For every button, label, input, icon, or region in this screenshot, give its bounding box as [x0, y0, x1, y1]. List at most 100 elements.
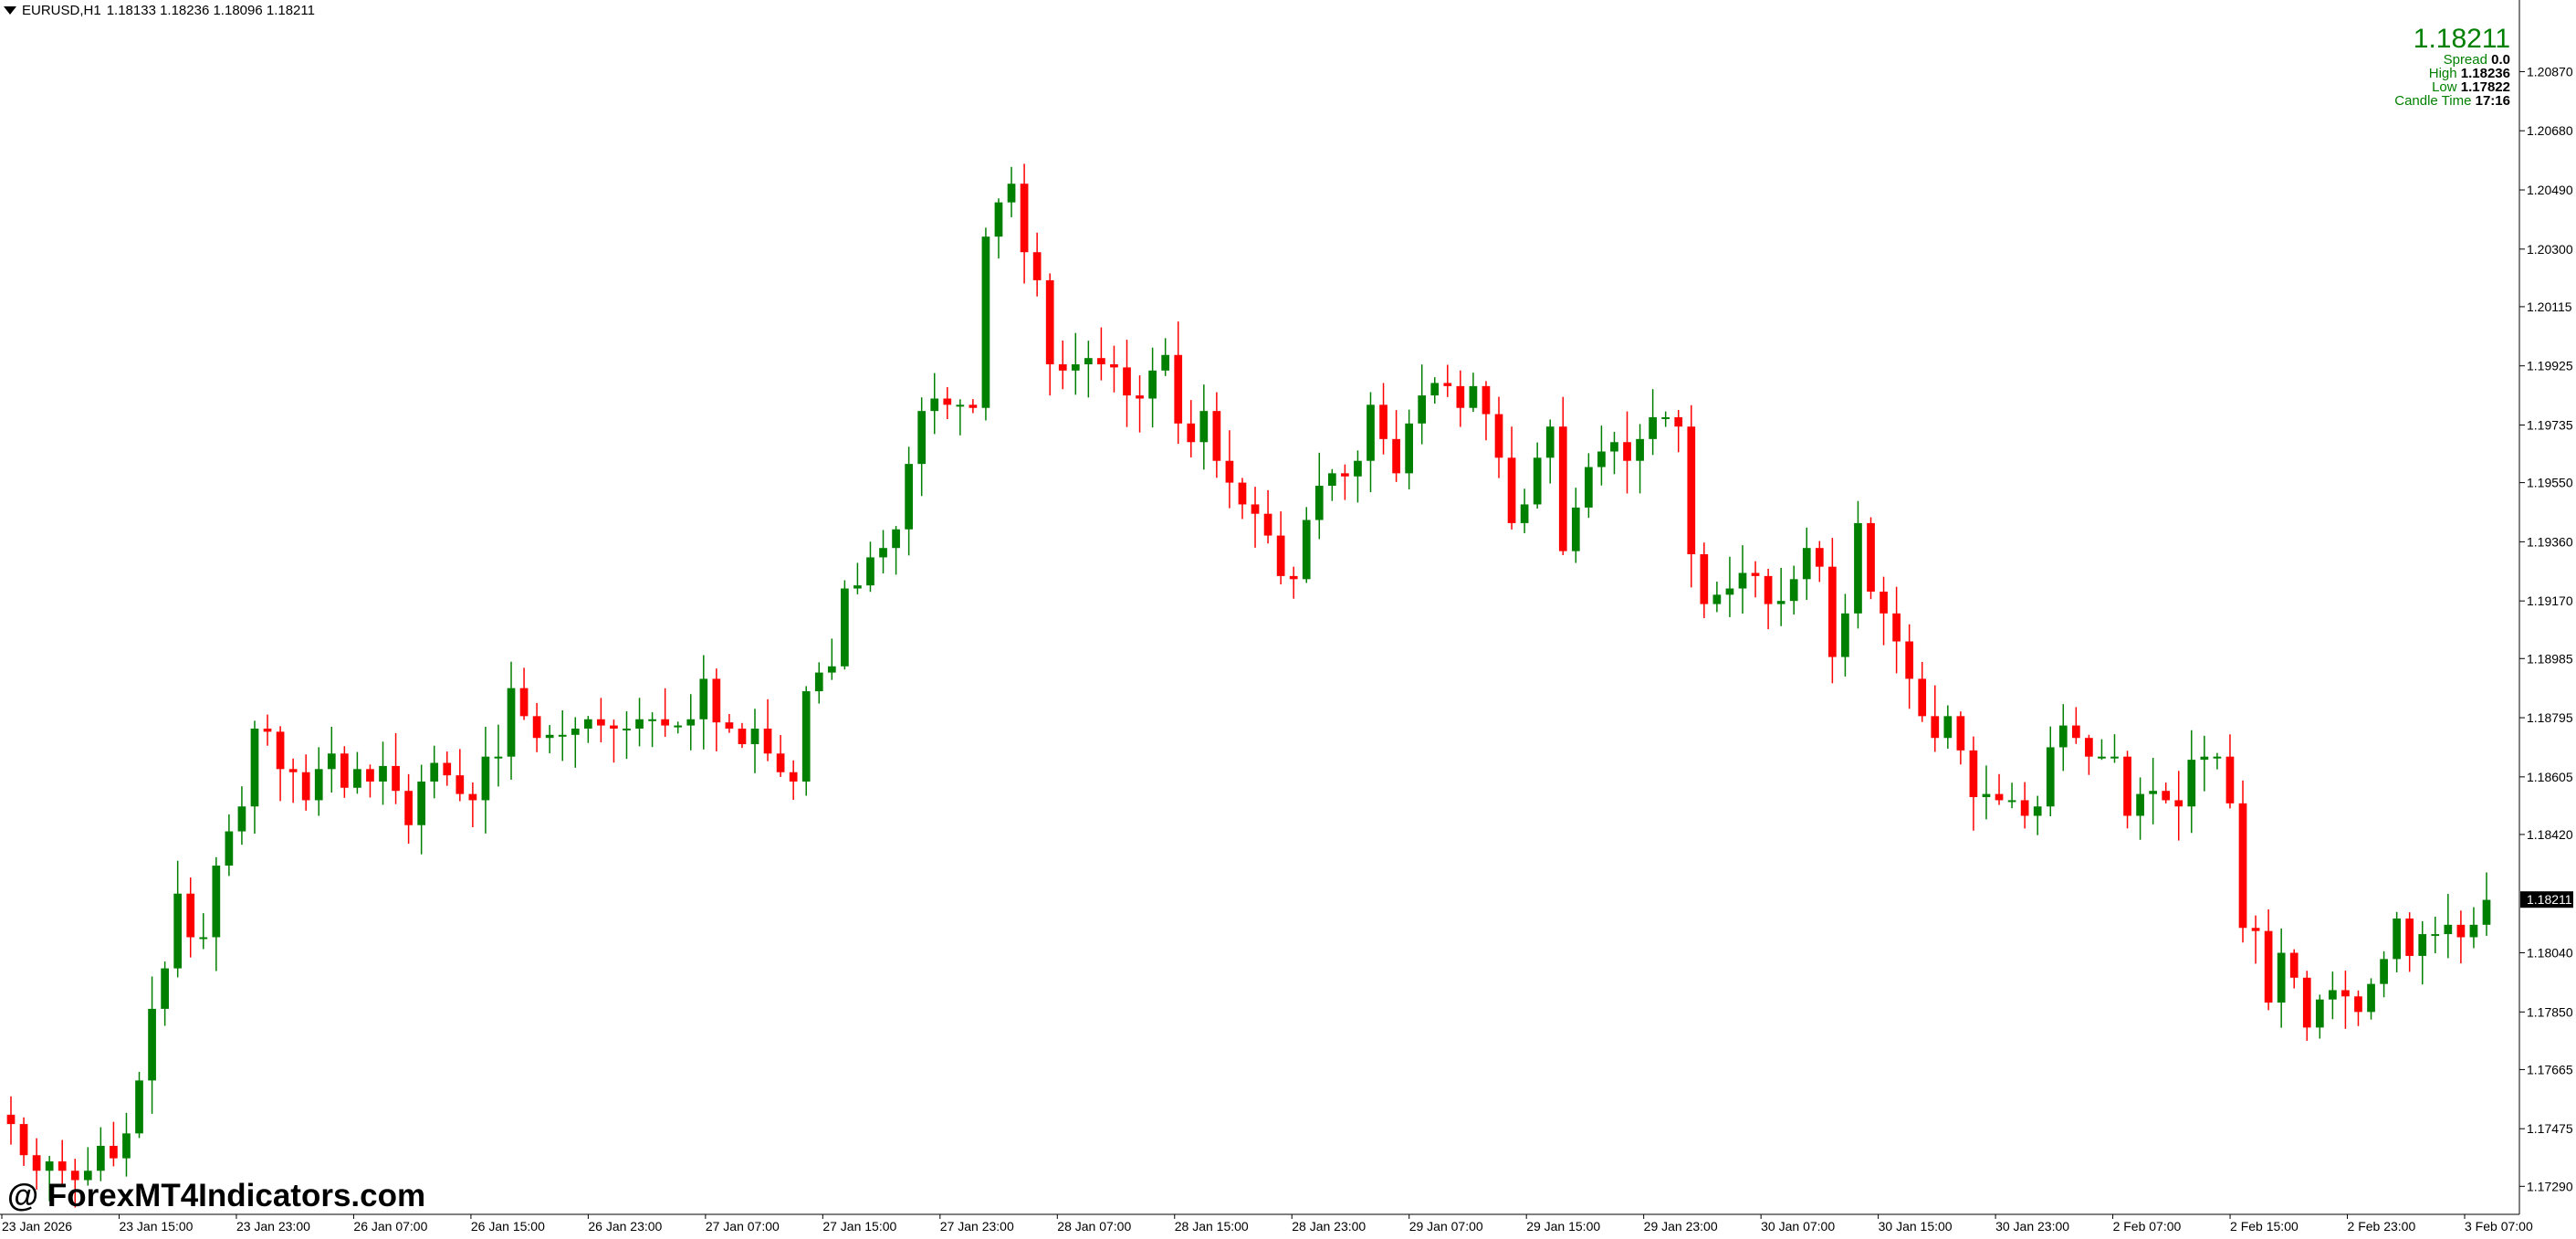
bullish-candle: [2277, 928, 2286, 1028]
time-tick-label: 23 Jan 23:00: [236, 1219, 310, 1234]
bullish-candle: [1071, 332, 1080, 395]
candle-body: [532, 716, 541, 739]
candle-body: [212, 866, 221, 938]
bullish-candle: [2007, 782, 2016, 809]
candle-body: [173, 893, 183, 969]
candle-body: [481, 756, 490, 801]
bearish-candle: [1187, 400, 1196, 458]
candle-body: [1251, 504, 1260, 514]
price-tick-label: 1.18985: [2527, 651, 2573, 666]
bearish-candle: [1341, 464, 1349, 500]
bullish-candle: [892, 526, 900, 575]
bullish-candle: [1661, 411, 1670, 427]
bullish-candle: [2431, 916, 2440, 954]
bearish-candle: [2264, 908, 2273, 1011]
bullish-candle: [417, 764, 426, 855]
candle-body: [827, 666, 836, 673]
candle-body: [2329, 990, 2337, 1000]
candle-body: [917, 411, 927, 465]
bearish-candle: [1443, 364, 1452, 397]
candle-body: [2315, 999, 2324, 1028]
bearish-candle: [1995, 773, 2004, 805]
current-price-tag-label: 1.18211: [2527, 892, 2572, 907]
bearish-candle: [712, 668, 721, 751]
bearish-candle: [1276, 511, 1285, 585]
candle-body: [1661, 416, 1670, 419]
candle-body: [2110, 756, 2119, 759]
candle-body: [135, 1080, 143, 1134]
bullish-candle: [1199, 384, 1209, 470]
bullish-candle: [1007, 166, 1016, 217]
bullish-candle: [1314, 452, 1324, 540]
bullish-candle: [1302, 507, 1311, 583]
candle-body: [1712, 594, 1722, 604]
time-tick-label: 3 Feb 07:00: [2465, 1219, 2533, 1234]
candle-body: [1738, 572, 1747, 589]
bullish-candle: [1712, 582, 1722, 613]
candle-body: [1533, 457, 1542, 505]
candle-body: [686, 719, 696, 726]
bullish-candle: [314, 747, 323, 816]
info-high-row: High 1.18236: [2428, 66, 2510, 81]
bullish-candle: [635, 698, 644, 747]
bearish-candle: [1392, 410, 1400, 482]
price-tick-label: 1.19550: [2527, 476, 2573, 490]
bearish-candle: [2354, 990, 2362, 1026]
candle-body: [866, 557, 874, 586]
bearish-candle: [2289, 949, 2299, 989]
bullish-candle: [353, 751, 361, 794]
candle-body: [943, 398, 952, 405]
candle-body: [2187, 760, 2196, 807]
candle-body: [2136, 793, 2144, 816]
bearish-candle: [32, 1138, 41, 1190]
bullish-candle: [1585, 453, 1593, 519]
candle-body: [1776, 601, 1785, 604]
candle-body: [1969, 750, 1978, 798]
candle-body: [1764, 575, 1773, 604]
bullish-candle: [866, 541, 874, 593]
bearish-candle: [1456, 370, 1465, 427]
bearish-candle: [1905, 624, 1914, 709]
bullish-candle: [905, 446, 913, 556]
candle-body: [1199, 411, 1209, 443]
candle-body: [1918, 678, 1927, 717]
candle-body: [19, 1124, 28, 1156]
candle-body: [1880, 591, 1888, 614]
chart-menu-triangle-icon[interactable]: [4, 6, 16, 15]
bearish-candle: [1558, 396, 1567, 556]
bullish-candle: [2380, 950, 2388, 998]
candle-body: [969, 404, 978, 408]
candle-body: [122, 1133, 131, 1159]
bullish-candle: [917, 397, 927, 497]
candle-body: [32, 1155, 41, 1171]
bearish-candle: [366, 764, 374, 798]
candle-body: [635, 719, 644, 729]
bearish-candle: [1136, 375, 1144, 433]
bearish-candle: [2341, 971, 2350, 1029]
time-tick-label: 28 Jan 15:00: [1175, 1219, 1249, 1234]
candle-body: [1314, 486, 1324, 520]
bearish-candle: [2238, 780, 2247, 943]
price-tick-label: 1.17290: [2527, 1179, 2573, 1193]
candle-body: [956, 404, 965, 407]
candle-body: [340, 753, 349, 788]
bearish-candle: [1212, 392, 1221, 478]
bearish-candle: [597, 698, 605, 743]
bullish-candle: [1776, 567, 1785, 626]
time-axis: 23 Jan 2026 23 Jan 15:00 23 Jan 23:00 26 Ja…: [1, 1214, 2533, 1234]
candle-body: [1212, 411, 1221, 461]
candle-body: [1405, 423, 1414, 474]
bearish-candle: [661, 688, 669, 738]
bearish-candle: [1918, 661, 1927, 722]
time-tick-label: 27 Jan 23:00: [940, 1219, 1014, 1234]
candle-body: [456, 775, 465, 794]
bullish-candle: [250, 720, 259, 835]
time-tick-label: 26 Jan 07:00: [353, 1219, 427, 1234]
candle-body: [1276, 535, 1285, 576]
bullish-candle: [1636, 424, 1644, 494]
bullish-candle: [994, 198, 1003, 259]
candle-body: [1610, 442, 1618, 452]
candle-body: [1982, 793, 1991, 798]
